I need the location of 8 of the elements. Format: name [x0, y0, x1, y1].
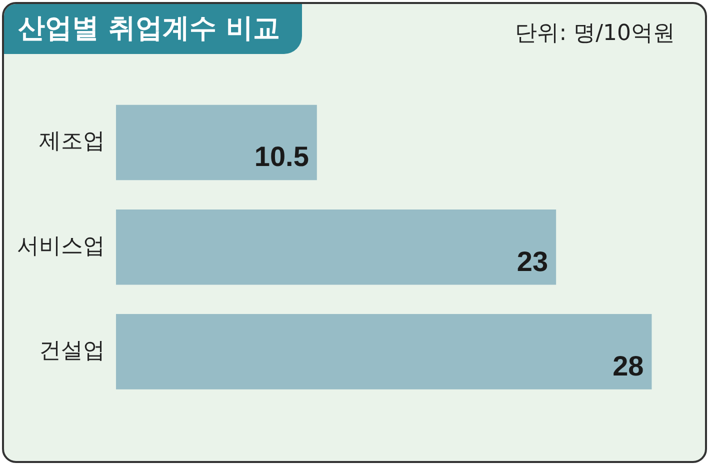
y-tick-label: 건설업: [39, 338, 105, 364]
y-tick-label: 제조업: [39, 129, 105, 154]
data-label: 23: [516, 246, 548, 277]
data-label: 10.5: [254, 141, 309, 172]
data-label: 28: [612, 350, 644, 382]
text: 단위: 명/10억원: [515, 20, 675, 48]
y-tick-label: 서비스업: [17, 234, 105, 259]
chart-title: 산업별 취업계수 비교: [4, 4, 302, 54]
